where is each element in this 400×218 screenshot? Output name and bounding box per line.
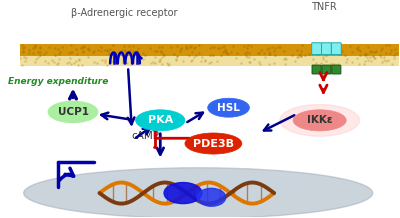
Text: IKKε: IKKε: [307, 115, 332, 125]
FancyBboxPatch shape: [331, 43, 341, 54]
Ellipse shape: [197, 188, 226, 206]
Ellipse shape: [185, 133, 242, 154]
Text: UCP1: UCP1: [58, 107, 88, 117]
FancyBboxPatch shape: [332, 65, 341, 74]
Text: HSL: HSL: [217, 103, 240, 113]
Ellipse shape: [293, 110, 346, 131]
Text: PDE3B: PDE3B: [193, 138, 234, 148]
Text: TNFR: TNFR: [310, 2, 336, 12]
Ellipse shape: [136, 110, 185, 131]
Ellipse shape: [48, 101, 98, 123]
Ellipse shape: [280, 104, 360, 136]
Ellipse shape: [164, 182, 202, 204]
Ellipse shape: [57, 174, 302, 199]
FancyBboxPatch shape: [312, 65, 321, 74]
FancyBboxPatch shape: [322, 43, 331, 54]
FancyBboxPatch shape: [312, 43, 322, 54]
Ellipse shape: [208, 98, 250, 117]
Bar: [20, 44, 399, 56]
Text: β-Adrenergic receptor: β-Adrenergic receptor: [71, 8, 178, 18]
Text: PKA: PKA: [148, 115, 173, 125]
Ellipse shape: [24, 168, 373, 218]
Text: cAMP: cAMP: [132, 131, 160, 141]
FancyBboxPatch shape: [322, 65, 331, 74]
Bar: [20, 56, 399, 66]
Text: Energy expenditure: Energy expenditure: [8, 77, 108, 86]
